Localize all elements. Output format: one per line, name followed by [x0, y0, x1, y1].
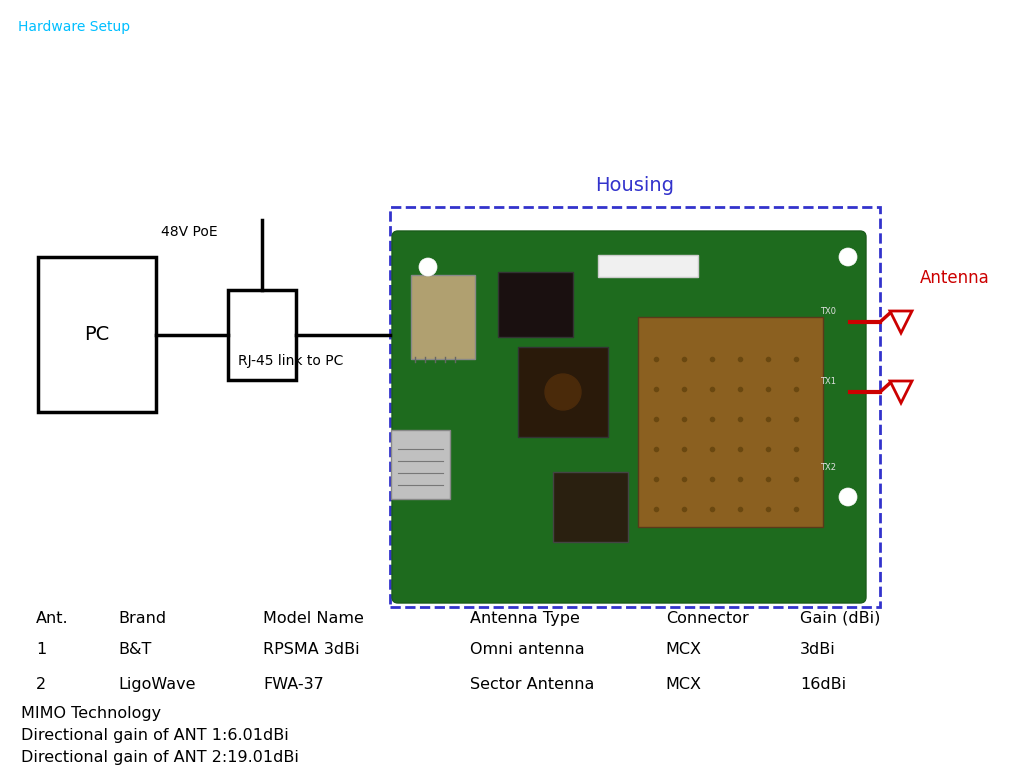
Text: Hardware Setup: Hardware Setup — [18, 20, 130, 34]
Text: Gain (dBi): Gain (dBi) — [800, 611, 880, 626]
Circle shape — [839, 488, 857, 506]
Polygon shape — [890, 381, 912, 403]
Circle shape — [839, 248, 857, 266]
Circle shape — [419, 258, 437, 276]
Bar — [638, 317, 823, 527]
Text: RJ-45 link to PC: RJ-45 link to PC — [238, 354, 344, 368]
Text: PC: PC — [85, 325, 109, 344]
Text: 16dBi: 16dBi — [800, 677, 846, 692]
Text: Directional gain of ANT 2:19.01dBi: Directional gain of ANT 2:19.01dBi — [21, 750, 298, 765]
Bar — [598, 255, 698, 277]
Text: FWA-37: FWA-37 — [263, 677, 324, 692]
Bar — [553, 472, 628, 542]
Text: TX0: TX0 — [820, 307, 836, 317]
FancyBboxPatch shape — [391, 430, 450, 499]
Text: 1: 1 — [36, 642, 46, 657]
Text: Housing: Housing — [595, 176, 675, 195]
Text: 3dBi: 3dBi — [800, 642, 836, 657]
Text: Sector Antenna: Sector Antenna — [470, 677, 594, 692]
Circle shape — [545, 374, 581, 410]
Bar — [390, 207, 880, 607]
Text: Omni antenna: Omni antenna — [470, 642, 584, 657]
Bar — [38, 257, 156, 412]
Text: Ant.: Ant. — [36, 611, 69, 626]
Text: Model Name: Model Name — [263, 611, 364, 626]
Bar — [228, 289, 296, 379]
Text: B&T: B&T — [119, 642, 152, 657]
Text: MCX: MCX — [666, 677, 702, 692]
Text: TX1: TX1 — [820, 378, 836, 386]
Text: Directional gain of ANT 1:6.01dBi: Directional gain of ANT 1:6.01dBi — [21, 728, 288, 743]
Text: MIMO Technology: MIMO Technology — [21, 706, 161, 721]
Text: MCX: MCX — [666, 642, 702, 657]
Polygon shape — [890, 311, 912, 333]
Text: LigoWave: LigoWave — [119, 677, 196, 692]
Text: Antenna Type: Antenna Type — [470, 611, 579, 626]
FancyBboxPatch shape — [392, 231, 866, 603]
Bar — [498, 272, 573, 337]
FancyBboxPatch shape — [411, 275, 475, 359]
Text: Brand: Brand — [119, 611, 167, 626]
Text: TX2: TX2 — [820, 462, 836, 472]
Bar — [518, 347, 608, 437]
Text: 48V PoE: 48V PoE — [161, 225, 218, 239]
Text: 2: 2 — [36, 677, 46, 692]
Text: RPSMA 3dBi: RPSMA 3dBi — [263, 642, 360, 657]
Text: Connector: Connector — [666, 611, 748, 626]
Text: Antenna: Antenna — [920, 269, 990, 287]
